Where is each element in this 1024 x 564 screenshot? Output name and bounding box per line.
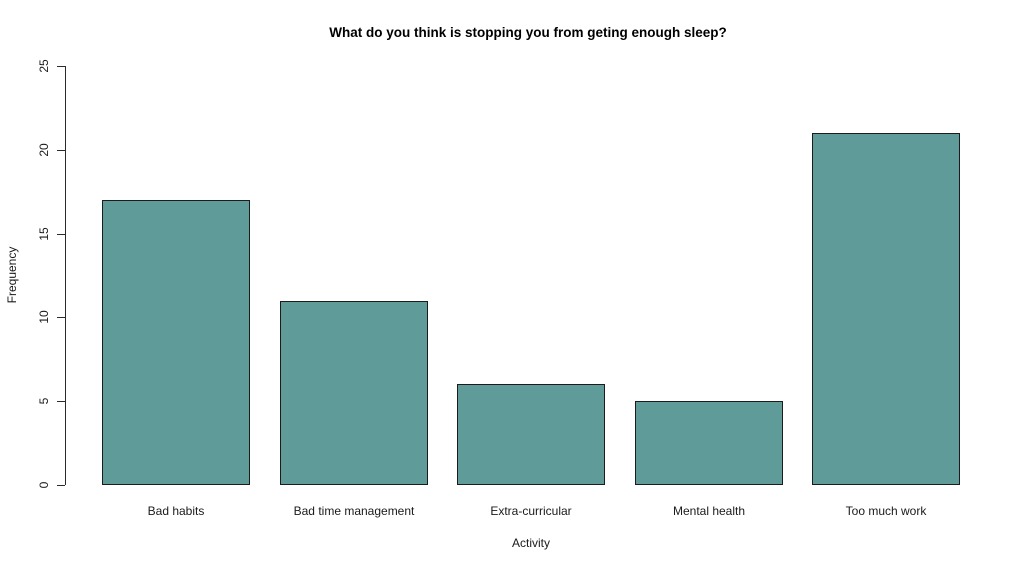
y-axis-tick: [57, 150, 65, 151]
bar: [812, 133, 960, 485]
y-axis-tick-label: 10: [37, 310, 51, 324]
bar: [635, 401, 783, 485]
y-axis-tick-label: 5: [37, 397, 51, 405]
y-axis-tick-label: 20: [37, 143, 51, 157]
bar: [102, 200, 250, 485]
y-axis-line: [65, 66, 66, 485]
x-axis-category-label: Bad time management: [293, 504, 415, 518]
y-axis-tick-label: 25: [37, 59, 51, 73]
y-axis-tick: [57, 234, 65, 235]
y-axis-tick-label: 15: [37, 227, 51, 241]
x-axis-title: Activity: [511, 536, 551, 550]
x-axis-category-label: Too much work: [845, 504, 927, 518]
x-axis-category-label: Bad habits: [147, 504, 205, 518]
chart-title: What do you think is stopping you from g…: [329, 25, 727, 40]
y-axis-tick: [57, 317, 65, 318]
bar: [280, 301, 428, 485]
y-axis-tick-label: 0: [37, 481, 51, 489]
y-axis-tick: [57, 401, 65, 402]
y-axis-tick: [57, 66, 65, 67]
x-axis-category-label: Mental health: [672, 504, 746, 518]
x-axis-category-label: Extra-curricular: [490, 504, 572, 518]
bar: [457, 384, 605, 485]
y-axis-title: Frequency: [5, 246, 19, 304]
y-axis-tick: [57, 485, 65, 486]
